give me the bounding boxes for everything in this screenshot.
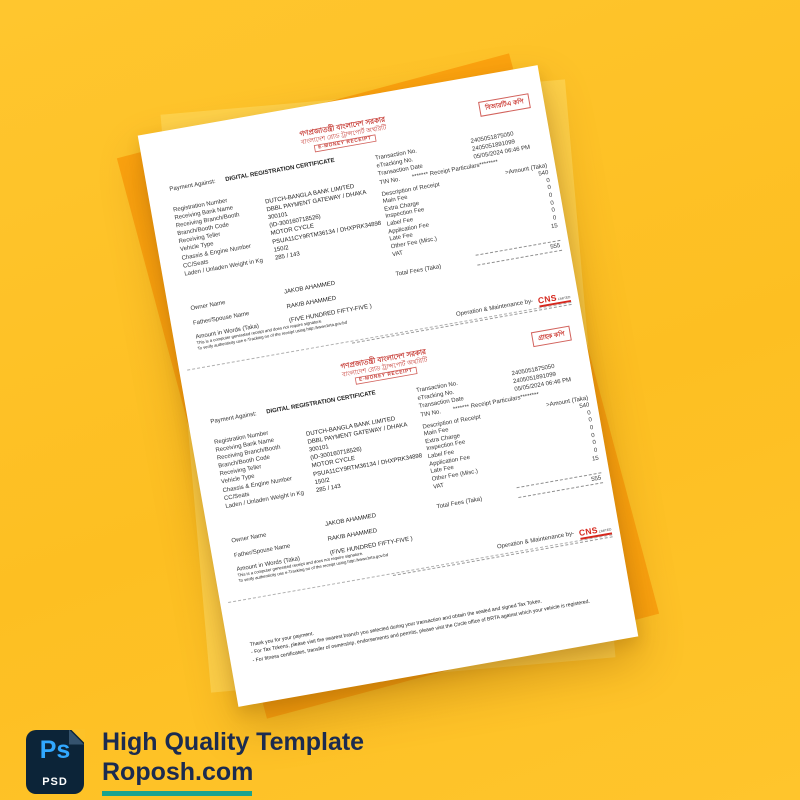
teal-underline bbox=[102, 791, 252, 796]
psd-format-label: PSD bbox=[42, 775, 68, 788]
payment-against-label: Payment Against: bbox=[210, 411, 258, 426]
psd-file-icon: Ps PSD bbox=[26, 728, 85, 794]
photoshop-ps-logo: Ps bbox=[39, 735, 71, 764]
fee-total-value: 555 bbox=[516, 472, 604, 499]
footer-note-line: - For Tax Tokens, please visit the neare… bbox=[250, 599, 543, 656]
fee-value: 15 bbox=[550, 222, 559, 231]
fee-label: VAT bbox=[391, 250, 404, 259]
vehicle-details-table: Registration Number Receiving Bank Name … bbox=[173, 171, 389, 279]
branding-bar: Ps PSD High Quality Template Roposh.com bbox=[26, 727, 364, 796]
branding-site-name: Roposh.com bbox=[102, 758, 254, 786]
payment-against-label: Payment Against: bbox=[169, 178, 217, 193]
vehicle-details-table: Registration Number Receiving Bank Name … bbox=[214, 403, 430, 511]
fee-total-value: 555 bbox=[475, 239, 563, 266]
fee-value: 15 bbox=[591, 455, 600, 463]
footer-notes: Thank you for your payment. - For Tax Tok… bbox=[249, 586, 590, 665]
branding-text: High Quality Template Roposh.com bbox=[102, 727, 364, 796]
branding-tagline: High Quality Template bbox=[102, 728, 365, 756]
fee-label: VAT bbox=[432, 482, 445, 491]
